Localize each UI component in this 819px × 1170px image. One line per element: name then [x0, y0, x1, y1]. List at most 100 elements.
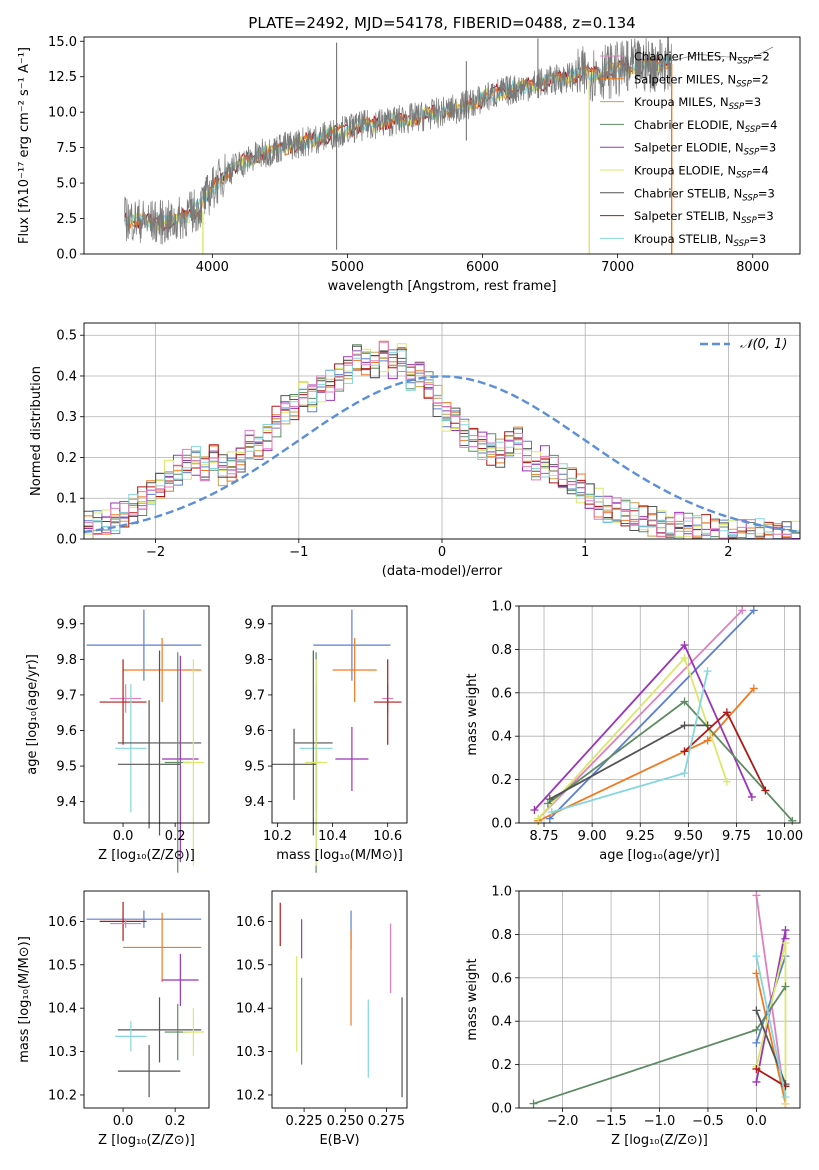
plus-marker	[680, 654, 689, 663]
errorbar-point	[117, 1045, 181, 1098]
errorbar-point	[117, 650, 202, 836]
axes-frame: 0.225 0.250 0.275 10.2 10.3 10.4 10.5 10.6 E(B-V…	[236, 890, 408, 1148]
y-axis-label: age [log₁₀(age/yr)]	[25, 654, 40, 775]
histogram-step-line	[84, 341, 800, 539]
plus-marker	[703, 721, 712, 730]
y-tick-label: 0.0	[56, 248, 77, 263]
legend-sub: SSP	[744, 148, 760, 158]
legend-name: Salpeter ELODIE	[634, 141, 728, 155]
plot-area	[124, 37, 774, 254]
legend-n-prefix: , N	[729, 118, 745, 132]
figure-title: PLATE=2492, MJD=54178, FIBERID=0488, z=0…	[248, 14, 635, 32]
plus-marker	[547, 808, 556, 817]
legend-sub: SSP	[736, 171, 752, 181]
legend-label: Kroupa STELIB, NSSP=3	[634, 232, 766, 249]
legend-n-prefix: , N	[720, 164, 736, 178]
panel-spectrum: 4000 5000 6000 7000 8000 0.0 2.5 5.0 7.5 10.0 12.5…	[17, 35, 801, 294]
y-tick-label: 0.1	[56, 492, 77, 507]
plus-marker	[752, 1077, 761, 1086]
y-tick-label: 12.5	[48, 70, 77, 85]
legend-name: Kroupa STELIB	[634, 232, 718, 246]
x-tick-label: 0.0	[113, 829, 134, 844]
plus-marker	[680, 697, 689, 706]
y-tick-label: 9.8	[56, 653, 77, 668]
legend-sub: SSP	[736, 79, 752, 89]
legend-name: Kroupa ELODIE	[634, 164, 720, 178]
x-tick-label: 0.225	[285, 1114, 322, 1129]
y-tick-label: 10.6	[48, 915, 77, 930]
legend-eq: =	[744, 95, 754, 109]
y-tick-label: 10.6	[236, 915, 265, 930]
errorbar-point	[110, 919, 142, 928]
panel-residuals: −2 −1 0 1 2 0.0 0.1 0.2 0.3 0.4 0.5 (data-model)/er…	[29, 322, 801, 579]
x-axis-label: Z [log₁₀(Z/Z⊙)]	[98, 848, 195, 863]
errorbar-point	[182, 1008, 204, 1056]
plot-area	[529, 891, 790, 1108]
errorbar-point	[162, 953, 199, 1007]
plot-area	[279, 902, 403, 1098]
legend-n: 4	[761, 164, 768, 178]
legend-name: Salpeter STELIB	[634, 209, 725, 223]
legend-label: Chabrier STELIB, NSSP=3	[634, 186, 775, 203]
x-tick-label: 0.275	[368, 1114, 405, 1129]
y-tick-label: 0.0	[491, 817, 512, 832]
plus-marker	[722, 777, 731, 786]
errorbar-point	[115, 684, 147, 813]
legend-eq: =	[749, 232, 759, 246]
plus-marker	[781, 1093, 790, 1102]
errorbar-point	[86, 910, 202, 928]
x-axis-label: wavelength [Angstrom, rest frame]	[328, 279, 557, 294]
y-tick-label: 0.3	[56, 410, 77, 425]
x-tick-label: 0.0	[113, 1114, 134, 1129]
y-axis-label: mass weight	[465, 958, 480, 1040]
y-tick-label: 10.0	[48, 106, 77, 121]
errorbar-point	[123, 912, 202, 983]
x-axis-label: (data-model)/error	[382, 564, 503, 579]
errorbar-point	[335, 726, 369, 791]
y-tick-label: 9.5	[244, 760, 265, 775]
axes-box	[83, 890, 210, 1109]
legend-n: 3	[769, 141, 776, 155]
legend-label: Kroupa MILES, NSSP=3	[634, 95, 761, 112]
panel-mass_vs_EBV: 0.225 0.250 0.275 10.2 10.3 10.4 10.5 10.6 E(B-V…	[236, 890, 408, 1148]
mass-weight-line	[755, 955, 787, 1044]
errorbar-point	[162, 655, 199, 863]
y-tick-label: 2.5	[56, 212, 77, 227]
y-tick-label: 9.5	[56, 760, 77, 775]
axes-frame: −2 −1 0 1 2 0.0 0.1 0.2 0.3 0.4 0.5 (data-model)/er…	[29, 322, 801, 579]
x-tick-label: 0.250	[327, 1114, 364, 1129]
observed-spectrum-line	[124, 37, 774, 245]
errorbar-point	[294, 650, 333, 836]
legend-gaussian-label: 𝒩(0, 1)	[740, 337, 787, 352]
plot-area	[272, 609, 402, 873]
x-axis-label: mass [log₁₀(M/M⊙)]	[276, 848, 403, 863]
legend-n-prefix: , N	[713, 95, 729, 109]
legend-eq: =	[752, 164, 762, 178]
plus-marker	[722, 708, 731, 717]
errorbar-point	[313, 609, 391, 681]
x-tick-label: 0.0	[746, 1114, 767, 1129]
errorbar-point	[373, 659, 402, 745]
y-tick-label: 0.8	[491, 643, 512, 658]
y-tick-label: 7.5	[56, 141, 77, 156]
grid	[519, 605, 800, 824]
x-tick-label: 4000	[196, 260, 229, 275]
y-tick-label: 0.0	[491, 1102, 512, 1117]
axes-frame: 8.75 9.00 9.25 9.50 9.75 10.00 0.0 0.2 0.4 0.6 0.8…	[465, 600, 803, 864]
legend-label: Salpeter STELIB, NSSP=3	[634, 209, 774, 226]
panel-weight_vs_Z: −2.0 −1.5 −1.0 −0.5 0.0 0.0 0.2 0.4 0.6 0.8 1.0 Z […	[465, 885, 801, 1148]
y-tick-label: 9.7	[56, 688, 77, 703]
plot-area	[86, 901, 204, 1098]
legend-name: Chabrier MILES	[634, 50, 721, 64]
y-tick-label: 1.0	[491, 600, 512, 615]
legend-label: Chabrier MILES, NSSP=2	[634, 50, 770, 67]
x-tick-label: 1	[581, 545, 589, 560]
legend-n: 3	[768, 186, 775, 200]
errorbar-point	[99, 659, 147, 745]
y-tick-label: 9.6	[56, 724, 77, 739]
y-tick-label: 9.4	[56, 795, 77, 810]
legend-n: 3	[759, 232, 766, 246]
plus-marker	[781, 982, 790, 991]
legend-sub: SSP	[734, 239, 750, 249]
errorbar-point	[110, 684, 142, 713]
